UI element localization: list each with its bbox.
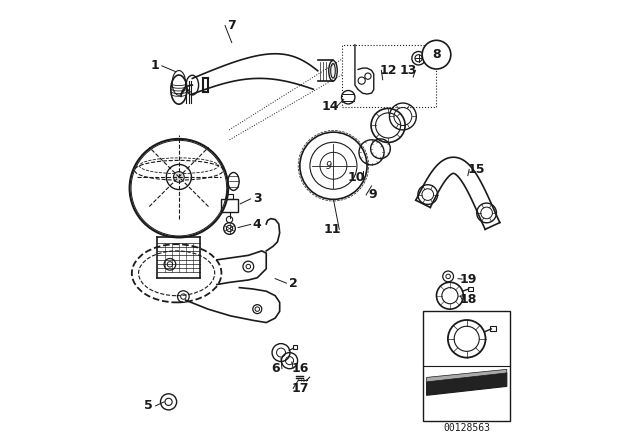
Bar bbox=[292, 345, 297, 349]
Bar bbox=[226, 194, 233, 199]
Text: 19: 19 bbox=[460, 272, 477, 286]
Text: 17: 17 bbox=[291, 382, 308, 395]
Ellipse shape bbox=[329, 60, 337, 81]
Bar bbox=[468, 287, 473, 291]
Text: 10: 10 bbox=[347, 171, 365, 185]
Bar bbox=[423, 311, 511, 421]
Text: 7: 7 bbox=[227, 19, 236, 32]
Polygon shape bbox=[427, 369, 507, 382]
Text: 15: 15 bbox=[467, 163, 484, 176]
Text: 11: 11 bbox=[324, 223, 341, 236]
Text: 4: 4 bbox=[253, 218, 262, 231]
Bar bbox=[221, 199, 237, 212]
Bar bbox=[490, 326, 496, 331]
Text: 12: 12 bbox=[380, 64, 397, 77]
Text: 00128563: 00128563 bbox=[444, 423, 490, 433]
Circle shape bbox=[422, 40, 451, 69]
Text: 18: 18 bbox=[460, 293, 477, 306]
Polygon shape bbox=[427, 373, 507, 395]
Text: 3: 3 bbox=[253, 192, 262, 206]
Text: 1: 1 bbox=[151, 59, 159, 73]
Text: 5: 5 bbox=[145, 399, 153, 413]
Text: 8: 8 bbox=[432, 48, 441, 61]
Text: 2: 2 bbox=[289, 276, 298, 290]
Circle shape bbox=[173, 172, 184, 182]
Text: 9: 9 bbox=[326, 161, 332, 171]
Text: 16: 16 bbox=[291, 362, 308, 375]
Text: 9: 9 bbox=[369, 188, 377, 202]
Text: 13: 13 bbox=[400, 64, 417, 77]
Circle shape bbox=[448, 320, 486, 358]
Text: 14: 14 bbox=[321, 100, 339, 113]
Text: 6: 6 bbox=[271, 362, 280, 375]
